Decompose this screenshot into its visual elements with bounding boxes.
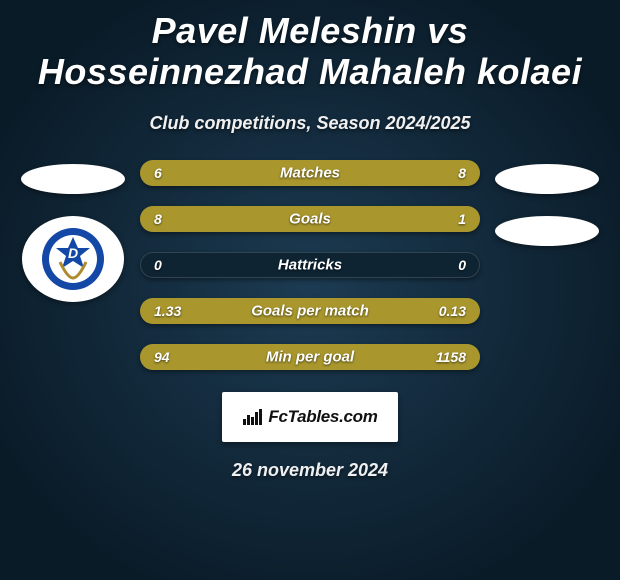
stat-label: Hattricks — [278, 256, 342, 273]
stat-label: Goals — [289, 210, 331, 227]
stat-label: Matches — [280, 164, 340, 181]
brand-text: FcTables.com — [268, 407, 377, 427]
stat-value-left: 0 — [154, 257, 162, 273]
subtitle: Club competitions, Season 2024/2025 — [0, 113, 620, 134]
stat-row: Goals 8 1 — [140, 206, 480, 232]
left-side: D — [20, 160, 126, 302]
brand-badge[interactable]: FcTables.com — [222, 392, 398, 442]
bar-chart-icon — [242, 407, 264, 427]
stat-value-left: 8 — [154, 211, 162, 227]
stat-label: Min per goal — [266, 348, 354, 365]
stat-row: Min per goal 94 1158 — [140, 344, 480, 370]
dynamo-logo-icon: D — [40, 226, 106, 292]
stat-value-right: 8 — [458, 165, 466, 181]
stat-value-left: 1.33 — [154, 303, 181, 319]
stat-row: Goals per match 1.33 0.13 — [140, 298, 480, 324]
right-player-oval — [495, 164, 599, 194]
comparison-area: D Matches 6 8 Goals 8 1 Hattricks 0 0 Goals per m… — [0, 160, 620, 370]
left-player-oval — [21, 164, 125, 194]
stat-value-right: 0.13 — [439, 303, 466, 319]
right-side — [494, 160, 600, 246]
stat-bars: Matches 6 8 Goals 8 1 Hattricks 0 0 Goals per mat… — [140, 160, 480, 370]
footer-date: 26 november 2024 — [0, 460, 620, 481]
stat-label: Goals per match — [251, 302, 369, 319]
right-team-oval — [495, 216, 599, 246]
stat-value-right: 1 — [458, 211, 466, 227]
svg-text:D: D — [68, 245, 78, 261]
left-team-logo: D — [22, 216, 124, 302]
stat-value-left: 94 — [154, 349, 170, 365]
stat-row: Hattricks 0 0 — [140, 252, 480, 278]
stat-row: Matches 6 8 — [140, 160, 480, 186]
stat-value-right: 0 — [458, 257, 466, 273]
stat-value-left: 6 — [154, 165, 162, 181]
stat-value-right: 1158 — [436, 349, 466, 365]
page-title: Pavel Meleshin vs Hosseinnezhad Mahaleh … — [0, 10, 620, 99]
